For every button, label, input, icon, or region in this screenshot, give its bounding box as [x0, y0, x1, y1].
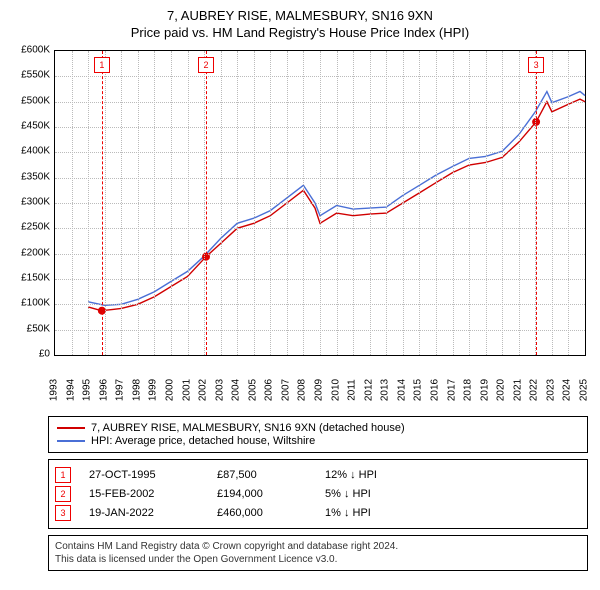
sale-price: £460,000	[217, 507, 307, 519]
sale-date: 27-OCT-1995	[89, 469, 199, 481]
x-tick-label: 1996	[98, 379, 109, 401]
sale-date: 19-JAN-2022	[89, 507, 199, 519]
y-tick-label: £500K	[21, 95, 50, 106]
sale-hpi: 5% ↓ HPI	[325, 488, 581, 500]
sale-hpi: 12% ↓ HPI	[325, 469, 581, 481]
x-tick-label: 2024	[562, 379, 573, 401]
x-tick-label: 2007	[280, 379, 291, 401]
sale-index-box: 2	[55, 486, 71, 502]
legend-swatch	[57, 440, 85, 442]
x-tick-label: 2008	[297, 379, 308, 401]
y-tick-label: £0	[39, 349, 50, 360]
y-tick-label: £100K	[21, 298, 50, 309]
sales-table: 1 27-OCT-1995 £87,500 12% ↓ HPI 2 15-FEB-2002…	[48, 459, 588, 529]
x-tick-label: 2004	[231, 379, 242, 401]
sale-hpi: 1% ↓ HPI	[325, 507, 581, 519]
footer-line: Contains HM Land Registry data © Crown c…	[55, 540, 581, 553]
y-tick-label: £600K	[21, 45, 50, 56]
sales-row: 1 27-OCT-1995 £87,500 12% ↓ HPI	[55, 467, 581, 483]
x-tick-label: 2012	[363, 379, 374, 401]
x-tick-label: 2021	[512, 379, 523, 401]
y-tick-label: £300K	[21, 197, 50, 208]
legend: 7, AUBREY RISE, MALMESBURY, SN16 9XN (de…	[48, 416, 588, 453]
x-tick-label: 1993	[49, 379, 60, 401]
legend-row: HPI: Average price, detached house, Wilt…	[57, 435, 579, 447]
x-tick-label: 2015	[413, 379, 424, 401]
sale-price: £87,500	[217, 469, 307, 481]
legend-row: 7, AUBREY RISE, MALMESBURY, SN16 9XN (de…	[57, 422, 579, 434]
sale-index-box: 3	[55, 505, 71, 521]
x-tick-label: 2000	[164, 379, 175, 401]
x-tick-label: 1998	[131, 379, 142, 401]
x-tick-label: 2010	[330, 379, 341, 401]
chart-title-line2: Price paid vs. HM Land Registry's House …	[8, 25, 592, 40]
y-axis-labels: £0£50K£100K£150K£200K£250K£300K£350K£400…	[8, 46, 52, 356]
x-tick-label: 2006	[264, 379, 275, 401]
x-tick-label: 2017	[446, 379, 457, 401]
y-tick-label: £450K	[21, 121, 50, 132]
x-tick-label: 1999	[148, 379, 159, 401]
footer-line: This data is licensed under the Open Gov…	[55, 553, 581, 566]
x-tick-label: 2002	[198, 379, 209, 401]
sale-price: £194,000	[217, 488, 307, 500]
x-tick-label: 1997	[115, 379, 126, 401]
y-tick-label: £150K	[21, 273, 50, 284]
x-tick-label: 2019	[479, 379, 490, 401]
y-tick-label: £350K	[21, 171, 50, 182]
sale-marker-box: 3	[528, 57, 544, 73]
x-tick-label: 2020	[496, 379, 507, 401]
y-tick-label: £400K	[21, 146, 50, 157]
chart: £0 £50K £100K £150K £200K £250K £300K £350K £400…	[8, 46, 592, 416]
x-axis-labels: 1993199419951996199719981999200020012002…	[54, 362, 586, 412]
sale-marker-box: 2	[198, 57, 214, 73]
x-tick-label: 2009	[314, 379, 325, 401]
x-tick-label: 2025	[579, 379, 590, 401]
x-tick-label: 2003	[214, 379, 225, 401]
x-tick-label: 2018	[463, 379, 474, 401]
sale-marker-box: 1	[94, 57, 110, 73]
x-tick-label: 2001	[181, 379, 192, 401]
y-tick-label: £50K	[27, 323, 50, 334]
sales-row: 2 15-FEB-2002 £194,000 5% ↓ HPI	[55, 486, 581, 502]
x-tick-label: 2014	[396, 379, 407, 401]
sale-date: 15-FEB-2002	[89, 488, 199, 500]
legend-swatch	[57, 427, 85, 429]
y-tick-label: £250K	[21, 222, 50, 233]
x-tick-label: 2013	[380, 379, 391, 401]
x-tick-label: 2022	[529, 379, 540, 401]
x-tick-label: 2011	[347, 379, 358, 401]
x-tick-label: 2023	[545, 379, 556, 401]
footer: Contains HM Land Registry data © Crown c…	[48, 535, 588, 571]
chart-title-line1: 7, AUBREY RISE, MALMESBURY, SN16 9XN	[8, 8, 592, 23]
x-tick-label: 2005	[247, 379, 258, 401]
sales-row: 3 19-JAN-2022 £460,000 1% ↓ HPI	[55, 505, 581, 521]
x-tick-label: 1995	[82, 379, 93, 401]
y-tick-label: £200K	[21, 247, 50, 258]
y-tick-label: £550K	[21, 70, 50, 81]
x-tick-label: 2016	[429, 379, 440, 401]
legend-label: 7, AUBREY RISE, MALMESBURY, SN16 9XN (de…	[91, 422, 405, 434]
plot-region: 1 2 3	[54, 50, 586, 356]
x-tick-label: 1994	[65, 379, 76, 401]
sale-index-box: 1	[55, 467, 71, 483]
legend-label: HPI: Average price, detached house, Wilt…	[91, 435, 315, 447]
